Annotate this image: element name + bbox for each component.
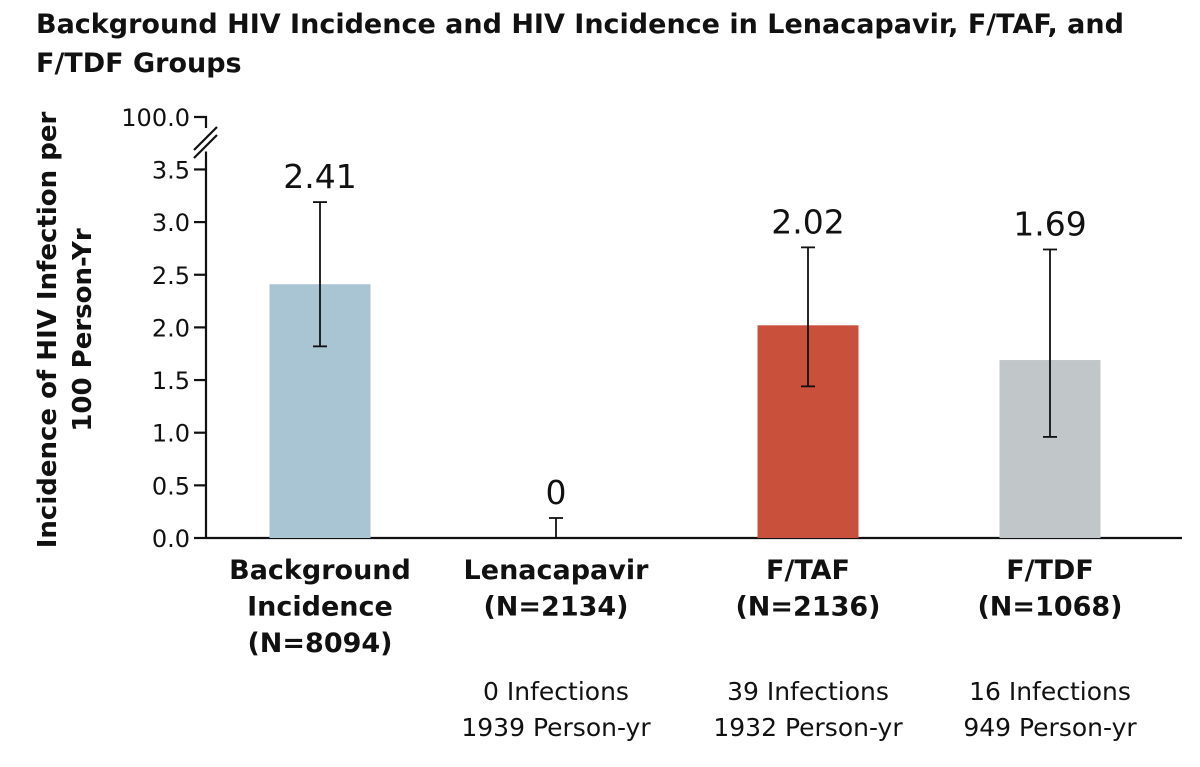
x-category-label: (N=2136) (735, 592, 880, 623)
data-label: 2.02 (771, 202, 844, 241)
y-tick-label: 3.0 (152, 209, 190, 237)
y-tick-label: 3.5 (152, 156, 190, 184)
chart-title-line-2: F/TDF Groups (36, 48, 242, 79)
axis-break-mark (193, 126, 218, 151)
data-label: 1.69 (1013, 204, 1086, 243)
y-tick-label: 0.5 (152, 472, 190, 500)
infection-note: 16 Infections (969, 677, 1131, 706)
x-category-label: Incidence (247, 592, 393, 623)
x-category-label: (N=1068) (977, 592, 1122, 623)
infection-note: 1939 Person-yr (461, 713, 651, 742)
y-tick-label: 100.0 (121, 104, 190, 132)
infection-note: 949 Person-yr (963, 713, 1137, 742)
y-tick-label: 2.5 (152, 262, 190, 290)
y-tick-label: 1.5 (152, 367, 190, 395)
x-category-label: Lenacapavir (464, 555, 650, 586)
x-category-label: (N=2134) (483, 592, 628, 623)
data-label: 2.41 (283, 157, 356, 196)
y-axis-top-segment (194, 115, 208, 128)
x-category-label: (N=8094) (247, 628, 392, 659)
y-tick-label: 2.0 (152, 314, 190, 342)
x-category-label: F/TAF (766, 555, 850, 586)
y-tick-label: 0.0 (152, 525, 190, 553)
infection-note: 39 Infections (727, 677, 889, 706)
infection-note: 1932 Person-yr (713, 713, 903, 742)
infection-note: 0 Infections (483, 677, 629, 706)
x-category-label: Background (229, 555, 411, 586)
y-axis-label-line-2: 100 Person-Yr (68, 228, 98, 431)
chart-title-line-1: Background HIV Incidence and HIV Inciden… (36, 9, 1124, 40)
axis-break-mark (193, 134, 218, 159)
x-category-label: F/TDF (1006, 555, 1094, 586)
data-label: 0 (546, 473, 567, 512)
y-axis-label-line-1: Incidence of HIV Infection per (33, 112, 63, 549)
y-tick-label: 1.0 (152, 420, 190, 448)
